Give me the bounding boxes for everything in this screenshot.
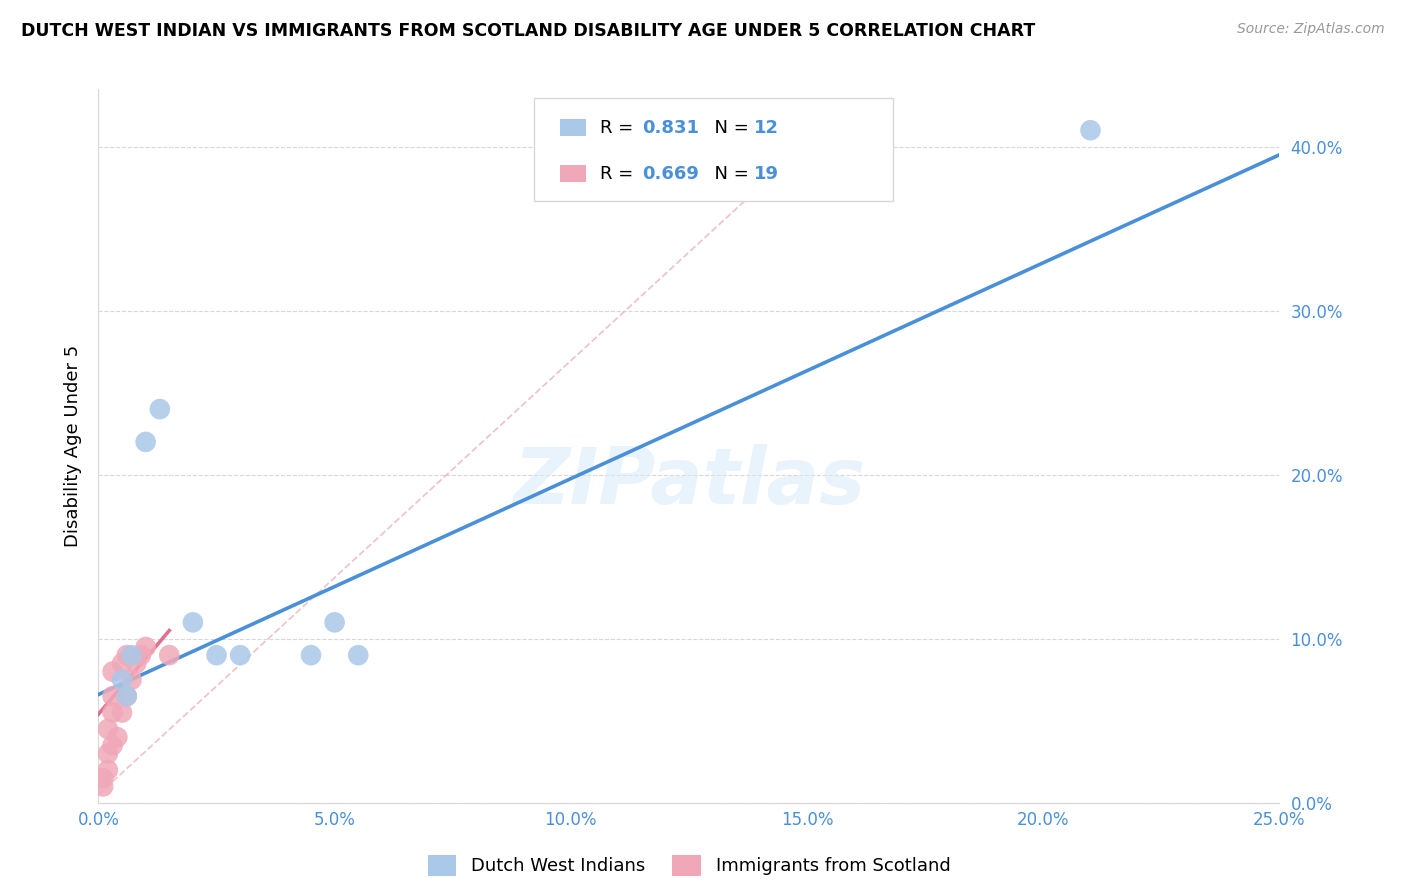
Point: [115, 689, 138, 703]
Point: [91, 780, 114, 794]
Point: [97, 763, 120, 777]
Point: [97, 747, 120, 761]
Text: 0.669: 0.669: [643, 165, 699, 183]
Text: ZIPatlas: ZIPatlas: [513, 443, 865, 520]
Point: [125, 657, 148, 671]
Text: DUTCH WEST INDIAN VS IMMIGRANTS FROM SCOTLAND DISABILITY AGE UNDER 5 CORRELATION: DUTCH WEST INDIAN VS IMMIGRANTS FROM SCO…: [21, 22, 1035, 40]
Point: [101, 706, 124, 720]
Point: [205, 648, 228, 662]
Legend: Dutch West Indians, Immigrants from Scotland: Dutch West Indians, Immigrants from Scot…: [420, 847, 957, 883]
Text: 0.831: 0.831: [643, 119, 700, 136]
Y-axis label: Disability Age Under 5: Disability Age Under 5: [65, 345, 83, 547]
Point: [129, 648, 152, 662]
Point: [91, 771, 114, 785]
Point: [115, 689, 138, 703]
Point: [229, 648, 252, 662]
Point: [135, 640, 157, 654]
Text: 19: 19: [754, 165, 779, 183]
Text: N =: N =: [703, 119, 755, 136]
Point: [97, 722, 120, 736]
Point: [157, 648, 180, 662]
Point: [105, 730, 128, 744]
Point: [101, 739, 124, 753]
Point: [1080, 123, 1102, 137]
Point: [111, 657, 134, 671]
Point: [121, 673, 143, 687]
Point: [111, 706, 134, 720]
Point: [115, 648, 138, 662]
Point: [111, 673, 134, 687]
Point: [347, 648, 370, 662]
Point: [101, 665, 124, 679]
Point: [181, 615, 204, 630]
Point: [323, 615, 346, 630]
Point: [101, 689, 124, 703]
Text: Source: ZipAtlas.com: Source: ZipAtlas.com: [1237, 22, 1385, 37]
Text: R =: R =: [600, 119, 640, 136]
Point: [299, 648, 322, 662]
Text: N =: N =: [703, 165, 755, 183]
Point: [149, 402, 172, 417]
Text: 12: 12: [754, 119, 779, 136]
Point: [135, 434, 157, 449]
Point: [121, 648, 143, 662]
Text: R =: R =: [600, 165, 640, 183]
